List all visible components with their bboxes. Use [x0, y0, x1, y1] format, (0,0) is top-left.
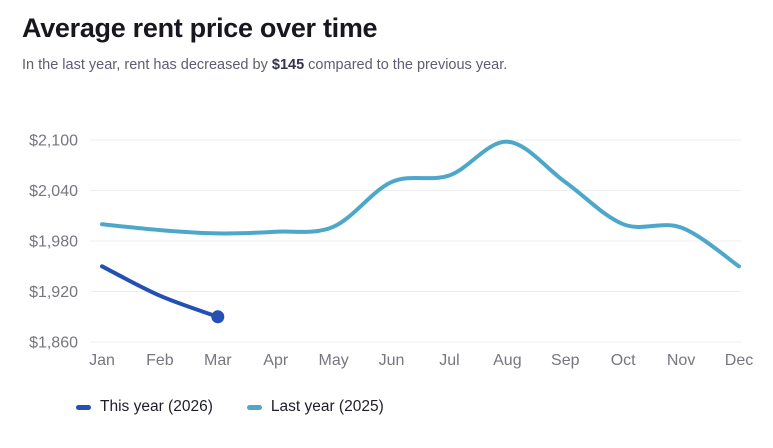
line-this-year — [100, 264, 220, 319]
x-axis-tick-label: Jul — [439, 352, 459, 369]
rent-line-chart: $2,100 $2,040 $1,980 $1,920 $1,860 Jan Feb Mar A… — [29, 133, 753, 370]
y-axis-tick-label: $1,860 — [29, 335, 78, 352]
x-axis-tick-label: Dec — [725, 352, 753, 369]
subtitle-text-prefix: In the last year, rent has decreased by — [22, 57, 272, 73]
this-year-endpoint-dot — [211, 310, 225, 324]
line-last-year — [100, 139, 741, 269]
subtitle-text-suffix: compared to the previous year. — [304, 57, 508, 73]
x-axis-tick-label: Jan — [89, 352, 115, 369]
x-axis-tick-label: Mar — [204, 352, 232, 369]
x-axis-tick-label: Oct — [611, 352, 636, 369]
legend-label-this-year: This year (2026) — [100, 398, 213, 415]
chart-subtitle: In the last year, rent has decreased by … — [22, 57, 507, 73]
legend-item-last-year[interactable]: Last year (2025) — [246, 398, 384, 416]
subtitle-amount: $145 — [271, 57, 305, 73]
y-axis-tick-label: $1,980 — [29, 234, 78, 251]
x-axis-tick-label: Nov — [667, 352, 695, 369]
x-axis-tick-label: Sep — [551, 352, 580, 369]
y-axis-tick-label: $2,040 — [29, 183, 78, 200]
chart-legend: This year (2026) Last year (2025) — [76, 398, 384, 416]
page-title: Average rent price over time — [22, 13, 378, 43]
x-axis-tick-label: Apr — [263, 352, 289, 369]
x-axis-tick-label: Aug — [493, 352, 521, 369]
y-axis-tick-label: $2,100 — [29, 133, 78, 150]
this-year-swatch-icon — [76, 404, 91, 410]
x-axis-tick-label: May — [319, 352, 349, 369]
y-axis-tick-label: $1,920 — [29, 284, 78, 301]
last-year-swatch-icon — [246, 404, 262, 410]
x-axis-tick-label: Feb — [146, 352, 174, 369]
legend-item-this-year[interactable]: This year (2026) — [76, 398, 213, 416]
legend-label-last-year: Last year (2025) — [270, 398, 384, 415]
x-axis-tick-label: Jun — [379, 352, 405, 369]
